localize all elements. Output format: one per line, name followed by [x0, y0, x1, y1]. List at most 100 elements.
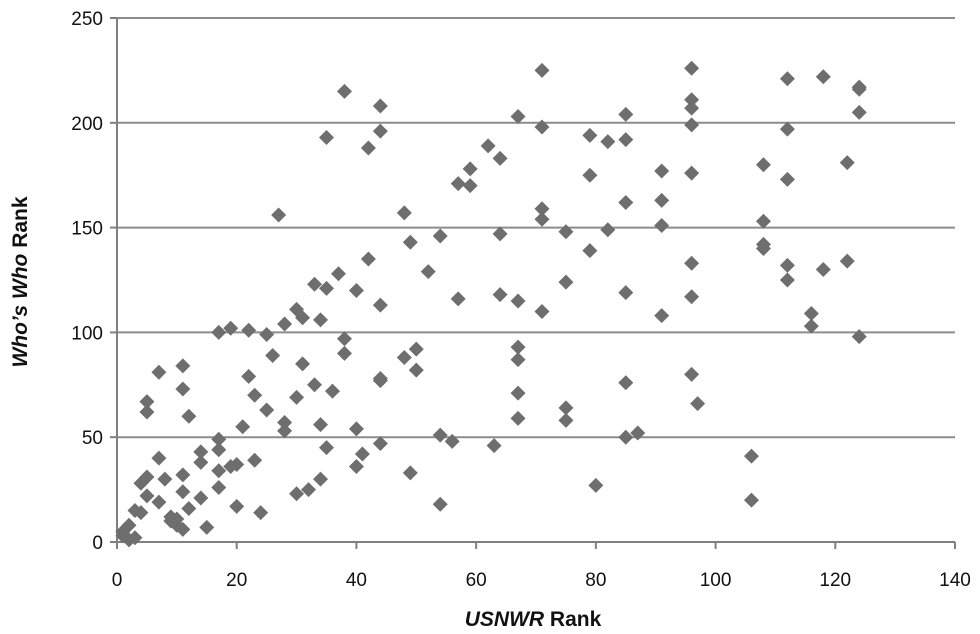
- x-tick-label: 80: [585, 570, 606, 591]
- y-axis-ticks: 0 50 100 150 200 250: [71, 9, 117, 554]
- data-point: [348, 282, 364, 298]
- data-point: [169, 511, 185, 527]
- data-point: [319, 129, 334, 145]
- data-point: [618, 194, 634, 210]
- data-point: [199, 519, 215, 535]
- data-point: [193, 454, 209, 470]
- data-point: [139, 469, 155, 485]
- data-point: [289, 389, 305, 405]
- data-point: [851, 79, 867, 95]
- data-point: [432, 228, 448, 244]
- data-point: [259, 402, 275, 418]
- data-point: [444, 433, 460, 449]
- data-point: [803, 318, 819, 334]
- data-point: [510, 339, 526, 355]
- data-point: [372, 435, 388, 451]
- data-point: [175, 358, 191, 374]
- data-point: [684, 100, 700, 116]
- data-point: [348, 459, 364, 475]
- data-point: [247, 387, 263, 403]
- data-point: [277, 415, 293, 431]
- data-point: [743, 448, 759, 464]
- data-point: [492, 287, 508, 303]
- data-point: [372, 297, 388, 313]
- data-point: [582, 127, 598, 143]
- data-point: [510, 293, 526, 309]
- data-point: [510, 410, 526, 426]
- data-point: [247, 452, 263, 468]
- data-point: [450, 291, 466, 307]
- y-tick-label: 200: [71, 114, 103, 135]
- data-point: [588, 477, 604, 493]
- x-tick-label: 20: [226, 570, 247, 591]
- data-point: [330, 266, 346, 282]
- data-point: [372, 123, 388, 139]
- data-point: [211, 431, 227, 447]
- data-point: [408, 362, 424, 378]
- data-point: [127, 530, 143, 546]
- data-point: [313, 417, 329, 433]
- data-point: [241, 322, 257, 338]
- data-point: [690, 396, 706, 412]
- y-tick-label: 250: [71, 9, 103, 30]
- data-point: [307, 276, 323, 292]
- data-point: [336, 331, 352, 347]
- data-point: [265, 347, 281, 363]
- data-point: [360, 251, 376, 267]
- data-points: [115, 60, 867, 548]
- axes: [116, 18, 955, 543]
- data-point: [851, 104, 867, 120]
- data-point: [755, 157, 771, 173]
- data-point: [492, 150, 508, 166]
- data-point: [779, 71, 795, 87]
- data-point: [462, 161, 478, 177]
- data-point: [618, 375, 634, 391]
- data-point: [450, 176, 466, 192]
- x-tick-label: 100: [700, 570, 732, 591]
- y-tick-label: 150: [71, 219, 103, 240]
- data-point: [139, 488, 155, 504]
- data-point: [630, 425, 646, 441]
- data-point: [618, 106, 634, 122]
- data-point: [133, 505, 149, 521]
- data-point: [301, 482, 317, 498]
- data-point: [654, 308, 670, 324]
- data-point: [181, 408, 197, 424]
- data-point: [319, 280, 334, 296]
- data-point: [815, 262, 831, 278]
- data-point: [211, 442, 227, 458]
- data-point: [582, 243, 598, 259]
- data-point: [336, 345, 352, 361]
- data-point: [432, 496, 448, 512]
- data-point: [534, 62, 550, 78]
- data-point: [175, 484, 191, 500]
- data-point: [582, 167, 598, 183]
- data-point: [654, 192, 670, 208]
- data-point: [396, 205, 412, 221]
- y-tick-label: 0: [92, 533, 103, 554]
- data-point: [175, 381, 191, 397]
- data-point: [229, 498, 245, 514]
- data-point: [175, 521, 191, 537]
- y-axis-title: Who’s Who Rank: [9, 196, 32, 367]
- data-point: [295, 356, 311, 372]
- data-point: [259, 326, 275, 342]
- data-point: [211, 463, 227, 479]
- data-point: [319, 440, 334, 456]
- data-point: [618, 429, 634, 445]
- data-point: [510, 352, 526, 368]
- data-point: [492, 226, 508, 242]
- data-point: [558, 274, 574, 290]
- x-tick-label: 40: [346, 570, 367, 591]
- data-point: [558, 224, 574, 240]
- data-point: [600, 222, 616, 238]
- data-point: [289, 486, 305, 502]
- data-point: [307, 377, 323, 393]
- data-point: [558, 412, 574, 428]
- data-point: [618, 285, 634, 301]
- data-point: [354, 446, 370, 462]
- data-point: [684, 60, 700, 76]
- x-tick-label: 60: [466, 570, 487, 591]
- data-point: [534, 211, 550, 227]
